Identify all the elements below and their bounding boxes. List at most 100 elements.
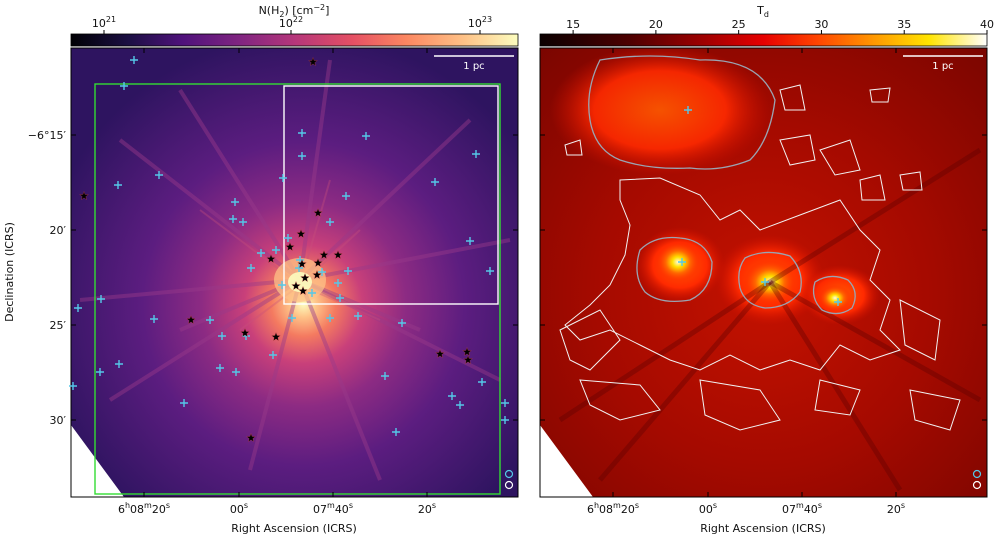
source-cross-marker (318, 268, 326, 276)
star-marker (435, 349, 445, 358)
source-cross-marker (232, 368, 240, 376)
star-marker (313, 208, 323, 217)
star-marker (79, 191, 89, 200)
source-cross-marker (834, 298, 842, 306)
source-cross-marker (761, 278, 769, 286)
source-cross-marker (114, 181, 122, 189)
colorbar-tick-label: 1021 (92, 15, 116, 30)
source-cross-marker (308, 289, 316, 297)
y-tick-label: 30′ (50, 414, 67, 427)
x-tick-label: 20s (418, 501, 436, 516)
colorbar-label-nh2: N(H2) [cm−2] (259, 3, 330, 19)
source-cross-marker (684, 106, 692, 114)
source-cross-marker (115, 360, 123, 368)
source-cross-marker (218, 332, 226, 340)
source-cross-marker (678, 258, 686, 266)
dust-temperature-map (540, 48, 987, 497)
source-cross-marker (466, 237, 474, 245)
source-cross-marker (448, 392, 456, 400)
colorbar-tick-label: 25 (732, 18, 746, 31)
source-cross-marker (431, 178, 439, 186)
x-tick-label: 07m40s (782, 501, 822, 516)
source-cross-marker (336, 294, 344, 302)
source-cross-marker (342, 192, 350, 200)
left-panel: N(H2) [cm−2] 1021 1022 1023 (3, 3, 519, 535)
colorbar-tick-label: 1023 (468, 15, 492, 30)
source-cross-marker (247, 264, 255, 272)
source-cross-marker (216, 364, 224, 372)
star-marker (186, 315, 196, 324)
source-cross-marker (501, 399, 509, 407)
source-cross-marker (478, 378, 486, 386)
beam-circle-cyan (972, 469, 982, 479)
y-tick-label: 25′ (50, 319, 67, 332)
colorbar-label-td: Td (756, 4, 769, 19)
star-marker (313, 258, 323, 267)
source-cross-marker (155, 171, 163, 179)
colorbar-tick-label: 35 (897, 18, 911, 31)
source-cross-marker (381, 372, 389, 380)
scale-bar-label: 1 pc (463, 61, 484, 72)
star-marker (271, 332, 281, 341)
filament-structure (79, 59, 511, 481)
source-cross-marker (472, 150, 480, 158)
source-cross-marker (326, 218, 334, 226)
source-cross-marker (96, 368, 104, 376)
source-cross-marker (69, 382, 77, 390)
source-cross-marker (278, 281, 286, 289)
y-tick-label: −6°15′ (28, 129, 67, 142)
star-marker (285, 242, 295, 251)
cyan-source-markers (678, 106, 842, 306)
beam-circle-white (972, 480, 982, 490)
source-cross-marker (326, 314, 334, 322)
star-source-markers (79, 57, 473, 442)
colorbar-tick-label: 1022 (279, 15, 303, 30)
colorbar-tick-label: 30 (814, 18, 828, 31)
source-cross-marker (74, 304, 82, 312)
source-cross-marker (239, 218, 247, 226)
source-cross-marker (288, 314, 296, 322)
star-marker (246, 433, 256, 442)
x-tick-label: 07m40s (313, 501, 353, 516)
column-density-map (71, 48, 518, 497)
star-marker (298, 286, 308, 295)
left-plot-frame (70, 47, 519, 498)
right-plot-frame (539, 47, 988, 498)
beam-circle-cyan (504, 469, 514, 479)
x-axis-label: Right Ascension (ICRS) (700, 522, 826, 535)
white-region-box (283, 85, 499, 305)
star-marker (297, 259, 307, 268)
source-cross-marker (392, 428, 400, 436)
source-cross-marker (120, 82, 128, 90)
source-cross-marker (344, 267, 352, 275)
source-cross-marker (269, 351, 277, 359)
source-cross-marker (298, 152, 306, 160)
contour-grey-north (588, 55, 776, 170)
source-cross-marker (257, 249, 265, 257)
y-axis-label: Declination (ICRS) (3, 222, 16, 322)
contour-white (559, 84, 961, 431)
x-tick-label: 00s (230, 501, 248, 516)
x-tick-label: 00s (699, 501, 717, 516)
source-cross-marker (130, 56, 138, 64)
source-cross-marker (456, 401, 464, 409)
star-marker (291, 281, 301, 290)
star-marker (463, 355, 473, 364)
source-cross-marker (298, 129, 306, 137)
source-cross-marker (501, 416, 509, 424)
source-cross-marker (284, 234, 292, 242)
blank-region (71, 425, 124, 497)
contour-grey-center (738, 251, 802, 309)
source-cross-marker (180, 399, 188, 407)
source-cross-marker (97, 295, 105, 303)
source-cross-marker (279, 174, 287, 182)
source-cross-marker (354, 312, 362, 320)
source-cross-marker (272, 246, 280, 254)
star-marker (333, 250, 343, 259)
star-marker (308, 57, 318, 66)
colorbar-ticks-nh2: 1021 1022 1023 (92, 15, 492, 34)
star-marker (319, 250, 329, 259)
colorbar-tick-label: 20 (649, 18, 663, 31)
y-tick-label: 20′ (50, 224, 67, 237)
colorbar-td (539, 33, 988, 47)
